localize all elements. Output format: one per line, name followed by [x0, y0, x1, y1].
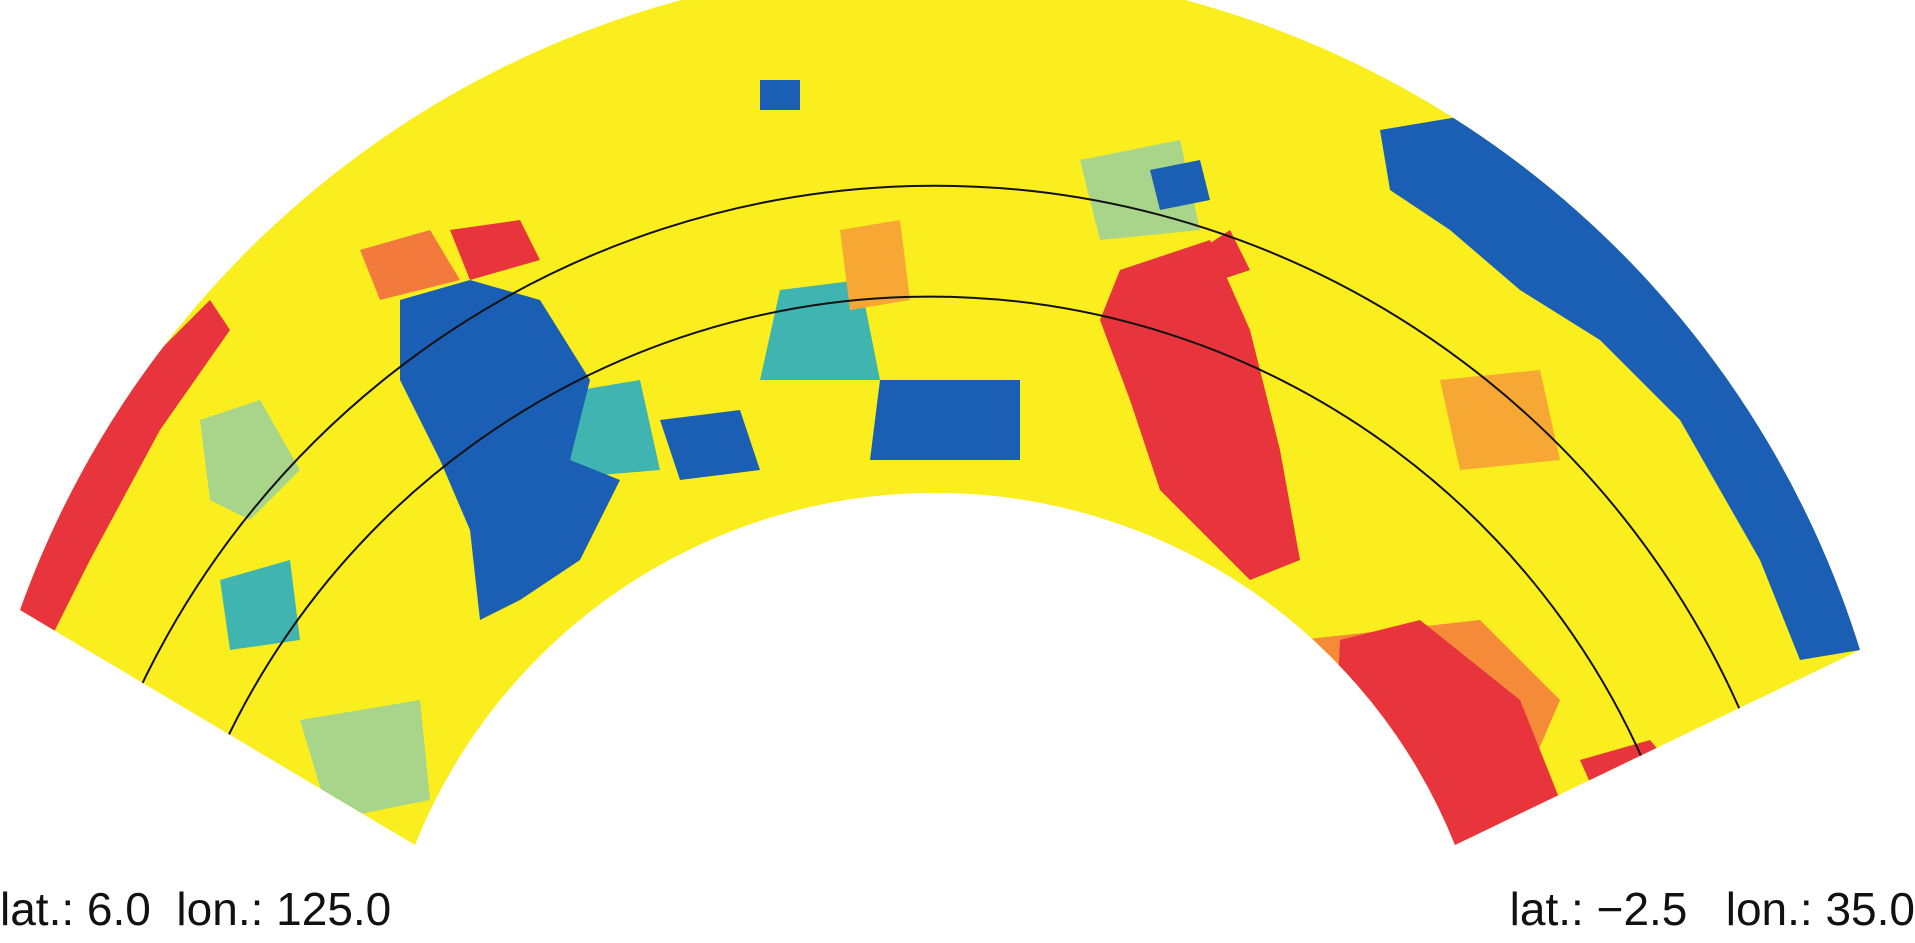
cross-section: [0, 0, 1915, 943]
patch: [1440, 370, 1560, 470]
page: lat.: 6.0 lon.: 125.0 lat.: −2.5 lon.: 3…: [0, 0, 1915, 943]
left-location-label: lat.: 6.0 lon.: 125.0: [0, 883, 391, 935]
section-figure: lat.: 6.0 lon.: 125.0 lat.: −2.5 lon.: 3…: [0, 0, 1915, 943]
patch: [1580, 740, 1700, 850]
right-location-label: lat.: −2.5 lon.: 35.0: [1510, 883, 1915, 935]
patch: [870, 380, 1020, 460]
patch: [300, 700, 430, 820]
patch: [760, 80, 800, 110]
